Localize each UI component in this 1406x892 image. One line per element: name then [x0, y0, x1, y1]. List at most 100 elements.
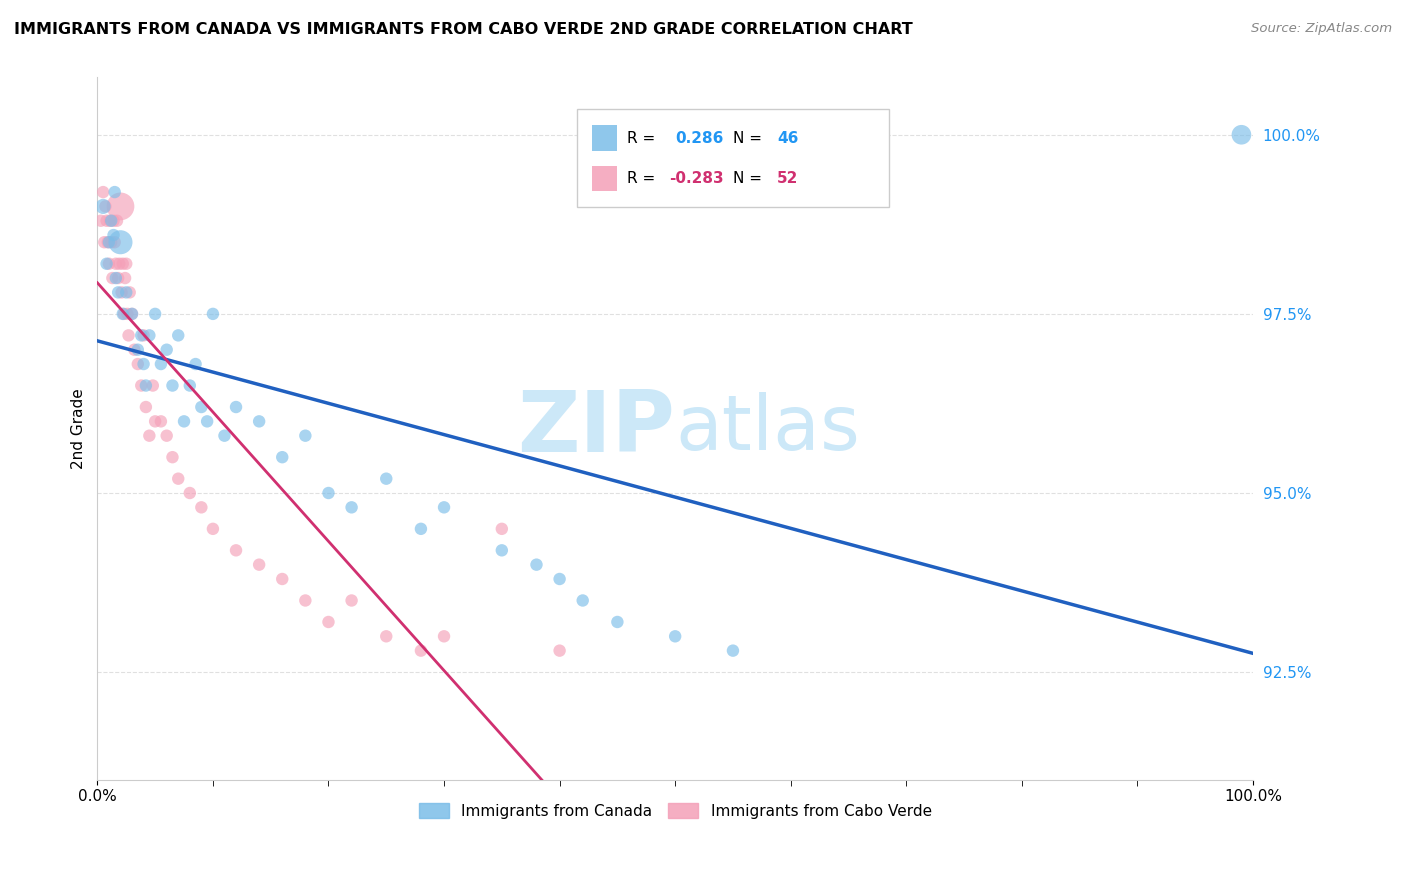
Point	[132, 328, 155, 343]
Point	[111, 307, 134, 321]
Point	[117, 307, 139, 321]
Point	[100, 213, 122, 227]
Point	[491, 543, 513, 558]
Point	[101, 271, 124, 285]
Point	[156, 343, 179, 357]
Point	[94, 199, 117, 213]
Point	[149, 414, 172, 428]
Point	[127, 357, 149, 371]
Text: 0.286: 0.286	[675, 130, 724, 145]
Point	[190, 500, 212, 515]
Text: Source: ZipAtlas.com: Source: ZipAtlas.com	[1251, 22, 1392, 36]
Point	[247, 414, 270, 428]
Point	[111, 257, 134, 271]
Point	[149, 357, 172, 371]
Point	[433, 500, 456, 515]
FancyBboxPatch shape	[576, 109, 889, 207]
Text: N =: N =	[733, 170, 766, 186]
Point	[190, 400, 212, 414]
Point	[135, 400, 157, 414]
Point	[91, 185, 114, 199]
Legend: Immigrants from Canada, Immigrants from Cabo Verde: Immigrants from Canada, Immigrants from …	[412, 797, 938, 824]
Point	[214, 428, 236, 442]
Point	[195, 414, 218, 428]
Point	[121, 307, 143, 321]
Point	[375, 629, 398, 643]
Point	[97, 257, 120, 271]
Point	[143, 414, 166, 428]
Text: atlas: atlas	[675, 392, 860, 466]
Point	[606, 615, 628, 629]
Point	[318, 615, 340, 629]
Point	[97, 235, 120, 250]
Point	[91, 199, 114, 213]
Point	[201, 307, 224, 321]
Text: R =: R =	[627, 170, 659, 186]
Point	[143, 307, 166, 321]
Point	[271, 572, 294, 586]
Point	[340, 593, 363, 607]
Point	[105, 213, 128, 227]
Text: 52: 52	[778, 170, 799, 186]
Point	[103, 228, 125, 243]
Point	[167, 472, 190, 486]
Text: 46: 46	[778, 130, 799, 145]
Text: IMMIGRANTS FROM CANADA VS IMMIGRANTS FROM CABO VERDE 2ND GRADE CORRELATION CHART: IMMIGRANTS FROM CANADA VS IMMIGRANTS FRO…	[14, 22, 912, 37]
Point	[115, 285, 138, 300]
Point	[110, 199, 132, 213]
Point	[98, 213, 121, 227]
Point	[1230, 128, 1253, 142]
Point	[156, 428, 179, 442]
Point	[526, 558, 548, 572]
Point	[96, 257, 118, 271]
Point	[107, 285, 129, 300]
Point	[225, 543, 247, 558]
Y-axis label: 2nd Grade: 2nd Grade	[72, 388, 86, 469]
Point	[115, 257, 138, 271]
Point	[138, 428, 160, 442]
Point	[129, 378, 152, 392]
Point	[179, 378, 201, 392]
Point	[93, 235, 115, 250]
Point	[118, 285, 141, 300]
Point	[96, 213, 118, 227]
Point	[121, 307, 143, 321]
Point	[571, 593, 593, 607]
Point	[100, 235, 122, 250]
Text: R =: R =	[627, 130, 659, 145]
Text: ZIP: ZIP	[517, 387, 675, 470]
Point	[103, 213, 125, 227]
Point	[124, 343, 146, 357]
Point	[97, 235, 120, 250]
Text: N =: N =	[733, 130, 766, 145]
Point	[129, 328, 152, 343]
Point	[409, 643, 432, 657]
Point	[117, 328, 139, 343]
Point	[548, 643, 571, 657]
Point	[294, 593, 316, 607]
Point	[110, 235, 132, 250]
Point	[247, 558, 270, 572]
Point	[225, 400, 247, 414]
Point	[142, 378, 165, 392]
Point	[90, 213, 112, 227]
Point	[167, 328, 190, 343]
Point	[132, 357, 155, 371]
Point	[491, 522, 513, 536]
Point	[294, 428, 316, 442]
Point	[375, 472, 398, 486]
Text: -0.283: -0.283	[669, 170, 724, 186]
Point	[114, 271, 136, 285]
Point	[179, 486, 201, 500]
Point	[184, 357, 207, 371]
Point	[162, 450, 184, 465]
Point	[104, 185, 127, 199]
Point	[104, 235, 127, 250]
Point	[138, 328, 160, 343]
Point	[104, 257, 127, 271]
Point	[433, 629, 456, 643]
Point	[127, 343, 149, 357]
Point	[409, 522, 432, 536]
Point	[271, 450, 294, 465]
Point	[162, 378, 184, 392]
